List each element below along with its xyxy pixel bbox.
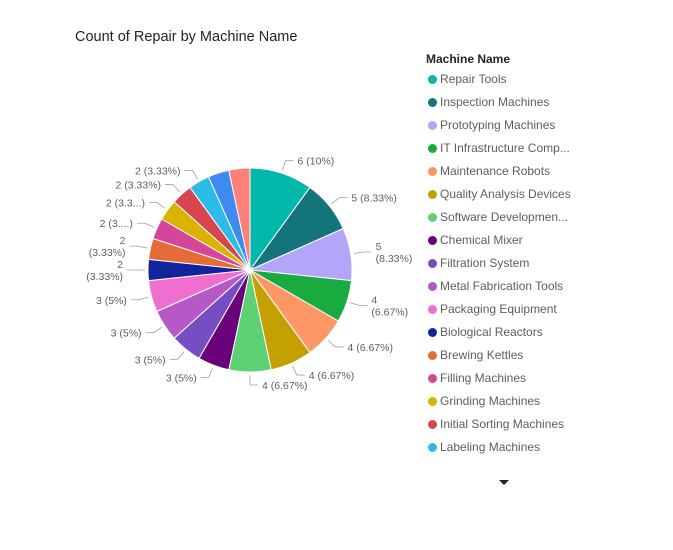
- legend-marker: [428, 258, 437, 268]
- caret-down-icon: [499, 480, 509, 485]
- data-label: 5: [376, 241, 382, 253]
- legend-label: Filling Machines: [440, 371, 527, 385]
- legend-label: Brewing Kettles: [440, 348, 524, 362]
- legend-marker: [428, 212, 437, 222]
- legend-marker: [428, 373, 437, 383]
- data-label: (6.67%): [371, 307, 408, 319]
- data-label: (3.33%): [89, 247, 126, 259]
- data-label: 4: [371, 295, 377, 307]
- data-label-leader-line: [292, 365, 305, 376]
- data-label-leader-line: [184, 170, 198, 180]
- data-label: 4 (6.67%): [262, 380, 308, 392]
- data-label-leader-line: [148, 202, 166, 209]
- legend-label: Software Developmen...: [440, 210, 569, 224]
- legend-marker: [428, 74, 437, 84]
- legend-marker: [428, 304, 437, 314]
- legend-item[interactable]: Biological Reactors: [426, 323, 543, 341]
- legend-label: Chemical Mixer: [440, 233, 523, 247]
- legend-item[interactable]: Software Developmen...: [426, 208, 568, 226]
- legend-item[interactable]: Labeling Machines: [426, 438, 540, 456]
- legend-label: Maintenance Robots: [440, 164, 551, 178]
- data-label-leader-line: [331, 197, 348, 205]
- legend-label: Prototyping Machines: [440, 118, 556, 132]
- legend-marker: [428, 327, 437, 337]
- legend-item[interactable]: Grinding Machines: [426, 392, 540, 410]
- data-label: 2 (3.33%): [135, 165, 181, 177]
- legend-label: IT Infrastructure Comp...: [440, 141, 570, 155]
- legend-item[interactable]: Maintenance Robots: [426, 162, 550, 180]
- legend-label: Labeling Machines: [440, 440, 541, 454]
- legend-item[interactable]: Filling Machines: [426, 369, 526, 387]
- legend-marker: [428, 281, 437, 291]
- data-label: 5 (8.33%): [351, 193, 397, 205]
- data-label-leader-line: [136, 222, 155, 228]
- data-label-leader-line: [327, 339, 344, 348]
- data-label: 2: [117, 259, 123, 271]
- legend-label: Inspection Machines: [440, 95, 550, 109]
- legend-item[interactable]: Metal Fabrication Tools: [426, 277, 563, 295]
- data-label-leader-line: [249, 375, 258, 386]
- legend-marker: [428, 235, 437, 245]
- legend-marker: [428, 419, 437, 429]
- legend-item[interactable]: Filtration System: [426, 254, 529, 272]
- chart-title: Count of Repair by Machine Name: [75, 29, 298, 45]
- data-label-leader-line: [129, 245, 148, 249]
- data-label: 6 (10%): [298, 156, 335, 168]
- data-label-leader-line: [169, 351, 185, 360]
- legend-label: Grinding Machines: [440, 394, 541, 408]
- legend-item[interactable]: Inspection Machines: [426, 93, 549, 111]
- legend-label: Biological Reactors: [440, 325, 543, 339]
- data-label-leader-line: [282, 160, 294, 171]
- legend-item[interactable]: Repair Tools: [426, 70, 506, 88]
- data-label: 2 (3....): [100, 218, 133, 230]
- data-label-leader-line: [349, 302, 368, 306]
- legend-scroll-down-button[interactable]: [497, 478, 511, 488]
- legend-item[interactable]: IT Infrastructure Comp...: [426, 139, 570, 157]
- legend-item[interactable]: Quality Analysis Devices: [426, 185, 571, 203]
- legend-marker: [428, 166, 437, 176]
- legend-marker: [428, 396, 437, 406]
- legend-title: Machine Name: [426, 52, 511, 66]
- pie-slice[interactable]: [228, 167, 251, 271]
- data-label: 2 (3.3...): [106, 197, 145, 209]
- legend-label: Quality Analysis Devices: [440, 187, 571, 201]
- data-label: 3 (5%): [111, 328, 142, 340]
- data-label: (8.33%): [376, 253, 413, 265]
- data-label: 4 (6.67%): [347, 342, 393, 354]
- legend-marker: [428, 442, 437, 452]
- legend-item[interactable]: Packaging Equipment: [426, 300, 557, 318]
- legend-marker: [428, 350, 437, 360]
- data-label: 2: [120, 235, 126, 247]
- legend-item[interactable]: Chemical Mixer: [426, 231, 523, 249]
- legend-label: Filtration System: [440, 256, 530, 270]
- legend-item[interactable]: Brewing Kettles: [426, 346, 523, 364]
- legend-label: Metal Fabrication Tools: [440, 279, 564, 293]
- legend-label: Packaging Equipment: [440, 302, 557, 316]
- legend-marker: [428, 120, 437, 130]
- legend-item[interactable]: Prototyping Machines: [426, 116, 555, 134]
- data-label: 4 (6.67%): [309, 370, 355, 382]
- data-label: 3 (5%): [96, 295, 127, 307]
- data-label: (3.33%): [86, 271, 123, 283]
- data-label-leader-line: [165, 184, 181, 193]
- data-label-leader-line: [200, 367, 213, 378]
- legend-marker: [428, 189, 437, 199]
- legend-marker: [428, 97, 437, 107]
- legend-label: Initial Sorting Machines: [440, 417, 565, 431]
- legend-marker: [428, 143, 437, 153]
- legend-item[interactable]: Initial Sorting Machines: [426, 415, 564, 433]
- data-label: 2 (3.33%): [116, 180, 162, 192]
- legend-label: Repair Tools: [440, 72, 507, 86]
- data-label: 3 (5%): [135, 354, 166, 366]
- data-label-leader-line: [145, 326, 163, 334]
- data-label: 3 (5%): [166, 372, 197, 384]
- data-label-leader-line: [353, 251, 372, 254]
- data-label-leader-line: [130, 296, 149, 301]
